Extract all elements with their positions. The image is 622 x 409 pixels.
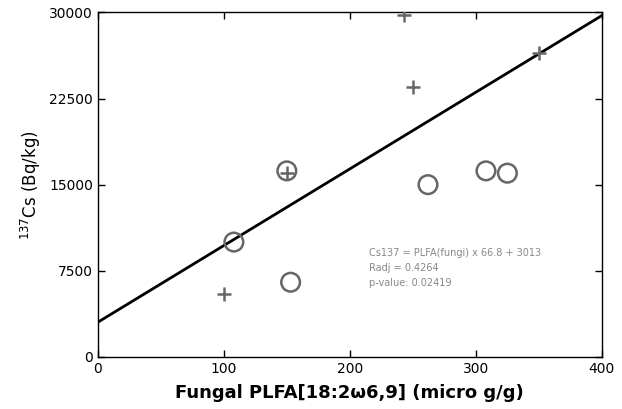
Point bbox=[285, 279, 295, 285]
Point bbox=[282, 168, 292, 174]
Point bbox=[423, 181, 433, 188]
Y-axis label: $^{137}$Cs (Bq/kg): $^{137}$Cs (Bq/kg) bbox=[19, 130, 44, 240]
Text: Cs137 = PLFA(fungi) x 66.8 + 3013
Radj = 0.4264
p-value: 0.02419: Cs137 = PLFA(fungi) x 66.8 + 3013 Radj =… bbox=[369, 248, 541, 288]
Point bbox=[503, 170, 513, 176]
Point bbox=[229, 239, 239, 245]
X-axis label: Fungal PLFA[18:2ω6,9] (micro g/g): Fungal PLFA[18:2ω6,9] (micro g/g) bbox=[175, 384, 524, 402]
Point bbox=[481, 168, 491, 174]
